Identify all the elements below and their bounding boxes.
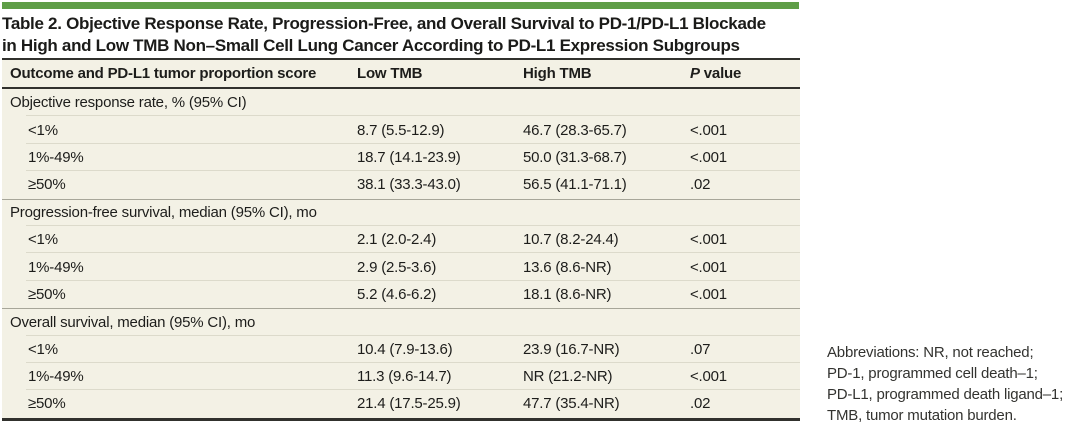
cell-high-tmb: 13.6 (8.6-NR) bbox=[523, 258, 612, 276]
cell-p-value: .02 bbox=[690, 395, 711, 413]
table-row: <1% 2.1 (2.0-2.4) 10.7 (8.2-24.4) <.001 bbox=[2, 226, 800, 254]
col-header-outcome: Outcome and PD-L1 tumor proportion score bbox=[10, 65, 317, 82]
cell-low-tmb: 21.4 (17.5-25.9) bbox=[357, 395, 461, 413]
section-header-progression-free-survival: Progression-free survival, median (95% C… bbox=[2, 198, 800, 227]
table-row: <1% 8.7 (5.5-12.9) 46.7 (28.3-65.7) <.00… bbox=[2, 116, 800, 145]
cell-low-tmb: 11.3 (9.6-14.7) bbox=[357, 368, 452, 386]
cell-p-value: <.001 bbox=[690, 231, 727, 249]
cell-high-tmb: 56.5 (41.1-71.1) bbox=[523, 176, 627, 194]
col-header-p-value: P value bbox=[690, 65, 800, 82]
cell-tps: ≥50% bbox=[28, 395, 66, 413]
cell-low-tmb: 2.9 (2.5-3.6) bbox=[357, 258, 437, 276]
cell-low-tmb: 10.4 (7.9-13.6) bbox=[357, 340, 453, 358]
cell-p-value: .07 bbox=[690, 340, 711, 358]
table-row: <1% 10.4 (7.9-13.6) 23.9 (16.7-NR) .07 bbox=[2, 336, 800, 364]
cell-p-value: <.001 bbox=[690, 121, 727, 139]
cell-tps: 1%-49% bbox=[28, 258, 84, 276]
p-value-rest: value bbox=[699, 65, 742, 82]
table-row: 1%-49% 2.9 (2.5-3.6) 13.6 (8.6-NR) <.001 bbox=[2, 253, 800, 282]
footnote-line4: TMB, tumor mutation burden. bbox=[827, 407, 1017, 424]
cell-tps: 1%-49% bbox=[28, 148, 84, 166]
cell-high-tmb: 46.7 (28.3-65.7) bbox=[523, 121, 627, 139]
cell-tps: <1% bbox=[28, 340, 58, 358]
cell-high-tmb: 50.0 (31.3-68.7) bbox=[523, 148, 627, 166]
cell-high-tmb: NR (21.2-NR) bbox=[523, 368, 613, 386]
cell-low-tmb: 8.7 (5.5-12.9) bbox=[357, 121, 445, 139]
cell-low-tmb: 2.1 (2.0-2.4) bbox=[357, 231, 437, 249]
cell-low-tmb: 18.7 (14.1-23.9) bbox=[357, 148, 461, 166]
cell-p-value: <.001 bbox=[690, 368, 727, 386]
table-title: Table 2. Objective Response Rate, Progre… bbox=[2, 13, 814, 57]
table-row: ≥50% 21.4 (17.5-25.9) 47.7 (35.4-NR) .02 bbox=[2, 390, 800, 417]
cell-high-tmb: 23.9 (16.7-NR) bbox=[523, 340, 620, 358]
col-header-high-tmb: High TMB bbox=[523, 65, 592, 82]
section-header-label: Progression-free survival, median (95% C… bbox=[10, 204, 317, 222]
table-row: ≥50% 5.2 (4.6-6.2) 18.1 (8.6-NR) <.001 bbox=[2, 281, 800, 308]
cell-tps: <1% bbox=[28, 121, 58, 139]
footnote-line2: PD-1, programmed cell death–1; bbox=[827, 365, 1038, 382]
cell-tps: ≥50% bbox=[28, 176, 66, 194]
cell-p-value: <.001 bbox=[690, 148, 727, 166]
col-header-low-tmb: Low TMB bbox=[357, 65, 423, 82]
table-row: 1%-49% 11.3 (9.6-14.7) NR (21.2-NR) <.00… bbox=[2, 363, 800, 391]
cell-tps: ≥50% bbox=[28, 285, 66, 303]
section-header-label: Objective response rate, % (95% CI) bbox=[10, 94, 247, 112]
table-row: ≥50% 38.1 (33.3-43.0) 56.5 (41.1-71.1) .… bbox=[2, 171, 800, 198]
results-table: Outcome and PD-L1 tumor proportion score… bbox=[2, 58, 800, 421]
p-value-italic-p: P bbox=[690, 65, 700, 82]
section-header-label: Overall survival, median (95% CI), mo bbox=[10, 313, 256, 331]
abbreviations-footnote: Abbreviations: NR, not reached; PD-1, pr… bbox=[827, 342, 1079, 426]
cell-low-tmb: 5.2 (4.6-6.2) bbox=[357, 285, 437, 303]
table-header-row: Outcome and PD-L1 tumor proportion score… bbox=[2, 58, 800, 89]
cell-p-value: <.001 bbox=[690, 285, 727, 303]
cell-high-tmb: 47.7 (35.4-NR) bbox=[523, 395, 620, 413]
footnote-line1: Abbreviations: NR, not reached; bbox=[827, 344, 1034, 361]
table-title-line1: Table 2. Objective Response Rate, Progre… bbox=[2, 14, 766, 33]
cell-tps: <1% bbox=[28, 231, 58, 249]
table-row: 1%-49% 18.7 (14.1-23.9) 50.0 (31.3-68.7)… bbox=[2, 144, 800, 172]
section-header-overall-survival: Overall survival, median (95% CI), mo bbox=[2, 308, 800, 336]
section-header-objective-response-rate: Objective response rate, % (95% CI) bbox=[2, 89, 800, 117]
table-accent-bar bbox=[2, 2, 799, 9]
cell-p-value: <.001 bbox=[690, 258, 727, 276]
cell-p-value: .02 bbox=[690, 176, 711, 194]
cell-high-tmb: 18.1 (8.6-NR) bbox=[523, 285, 612, 303]
cell-high-tmb: 10.7 (8.2-24.4) bbox=[523, 231, 619, 249]
cell-low-tmb: 38.1 (33.3-43.0) bbox=[357, 176, 461, 194]
cell-tps: 1%-49% bbox=[28, 368, 84, 386]
table-title-line2: in High and Low TMB Non–Small Cell Lung … bbox=[2, 36, 740, 55]
footnote-line3: PD-L1, programmed death ligand–1; bbox=[827, 386, 1064, 403]
